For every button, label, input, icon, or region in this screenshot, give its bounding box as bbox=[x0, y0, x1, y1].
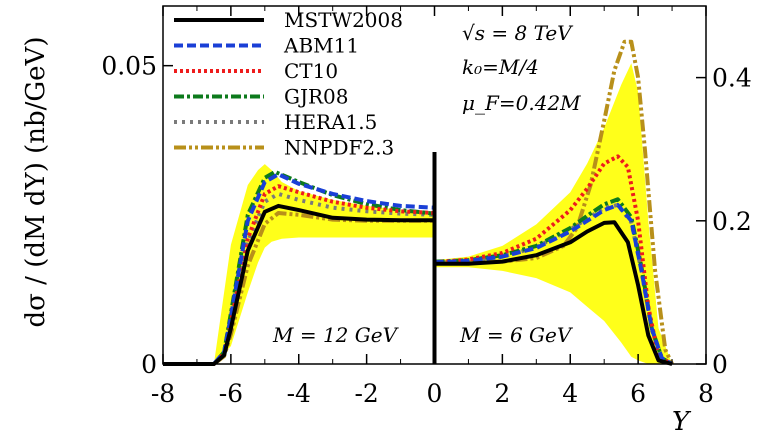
series-layer bbox=[163, 39, 674, 366]
series-line-ct10-left bbox=[163, 184, 435, 366]
x-tick-label: 4 bbox=[562, 379, 578, 408]
left-y-tick-label: 0 bbox=[141, 350, 157, 379]
uncertainty-band-left bbox=[213, 164, 435, 364]
legend-label-ct10: CT10 bbox=[284, 59, 338, 83]
legend-label-nnpdf2-3: NNPDF2.3 bbox=[284, 136, 394, 160]
y-axis-label: dσ / (dM dY) (nb/GeV) bbox=[21, 37, 51, 328]
x-tick-label: 6 bbox=[630, 379, 646, 408]
right-y-tick-label: 0 bbox=[712, 350, 728, 379]
muf-annotation: μ_F=0.42M bbox=[462, 91, 581, 115]
left-panel-annotation: M = 12 GeV bbox=[272, 323, 400, 347]
left-y-tick-label: 0.05 bbox=[101, 52, 157, 81]
x-tick-label: -4 bbox=[287, 379, 311, 408]
right-panel-annotation: M = 6 GeV bbox=[459, 323, 574, 347]
series-line-abm11-right bbox=[434, 203, 674, 366]
right-y-tick-label: 0.4 bbox=[712, 64, 752, 93]
legend-label-abm11: ABM11 bbox=[283, 34, 359, 58]
x-tick-label: -6 bbox=[219, 379, 243, 408]
x-tick-label: 2 bbox=[494, 379, 510, 408]
k0-annotation: k₀=M/4 bbox=[462, 55, 539, 79]
legend-label-gjr08: GJR08 bbox=[284, 85, 349, 109]
x-tick-label: 8 bbox=[698, 379, 714, 408]
x-tick-label: 0 bbox=[427, 379, 443, 408]
x-tick-label: -8 bbox=[151, 379, 175, 408]
x-axis-label: Y bbox=[672, 407, 692, 436]
energy-annotation: √s = 8 TeV bbox=[462, 21, 574, 45]
right-y-tick-label: 0.2 bbox=[712, 207, 752, 236]
series-line-mstw2008-left bbox=[163, 203, 435, 366]
legend-label-hera1-5: HERA1.5 bbox=[284, 110, 377, 134]
series-line-mstw2008-right bbox=[434, 220, 673, 366]
legend-label-mstw2008: MSTW2008 bbox=[284, 8, 403, 32]
uncertainty-band-layer bbox=[213, 63, 673, 365]
x-tick-label: -2 bbox=[354, 379, 378, 408]
series-line-abm11-left bbox=[163, 172, 435, 366]
uncertainty-band-right bbox=[434, 63, 673, 365]
